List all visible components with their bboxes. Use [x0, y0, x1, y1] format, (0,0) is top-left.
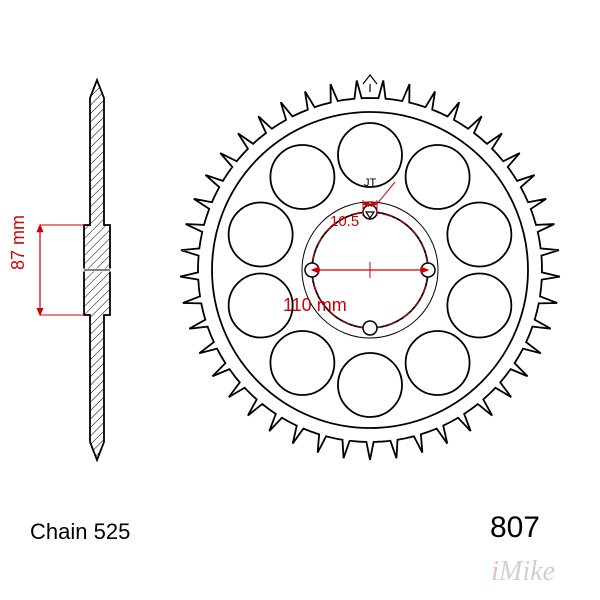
watermark-accent: i — [491, 556, 499, 587]
sprocket-front-view: JT — [180, 75, 560, 460]
dimension-bolt-hole: 10.5 — [330, 213, 359, 230]
dimension-thickness: 87 mm — [8, 215, 29, 270]
chain-label: Chain 525 — [30, 519, 130, 545]
sprocket-side-view — [82, 80, 112, 460]
watermark: iMike — [491, 556, 555, 588]
watermark-text: Mike — [499, 556, 555, 587]
part-number: 807 — [490, 511, 540, 545]
svg-text:JT: JT — [364, 177, 377, 189]
dimension-bolt-circle: 110 mm — [283, 295, 347, 316]
